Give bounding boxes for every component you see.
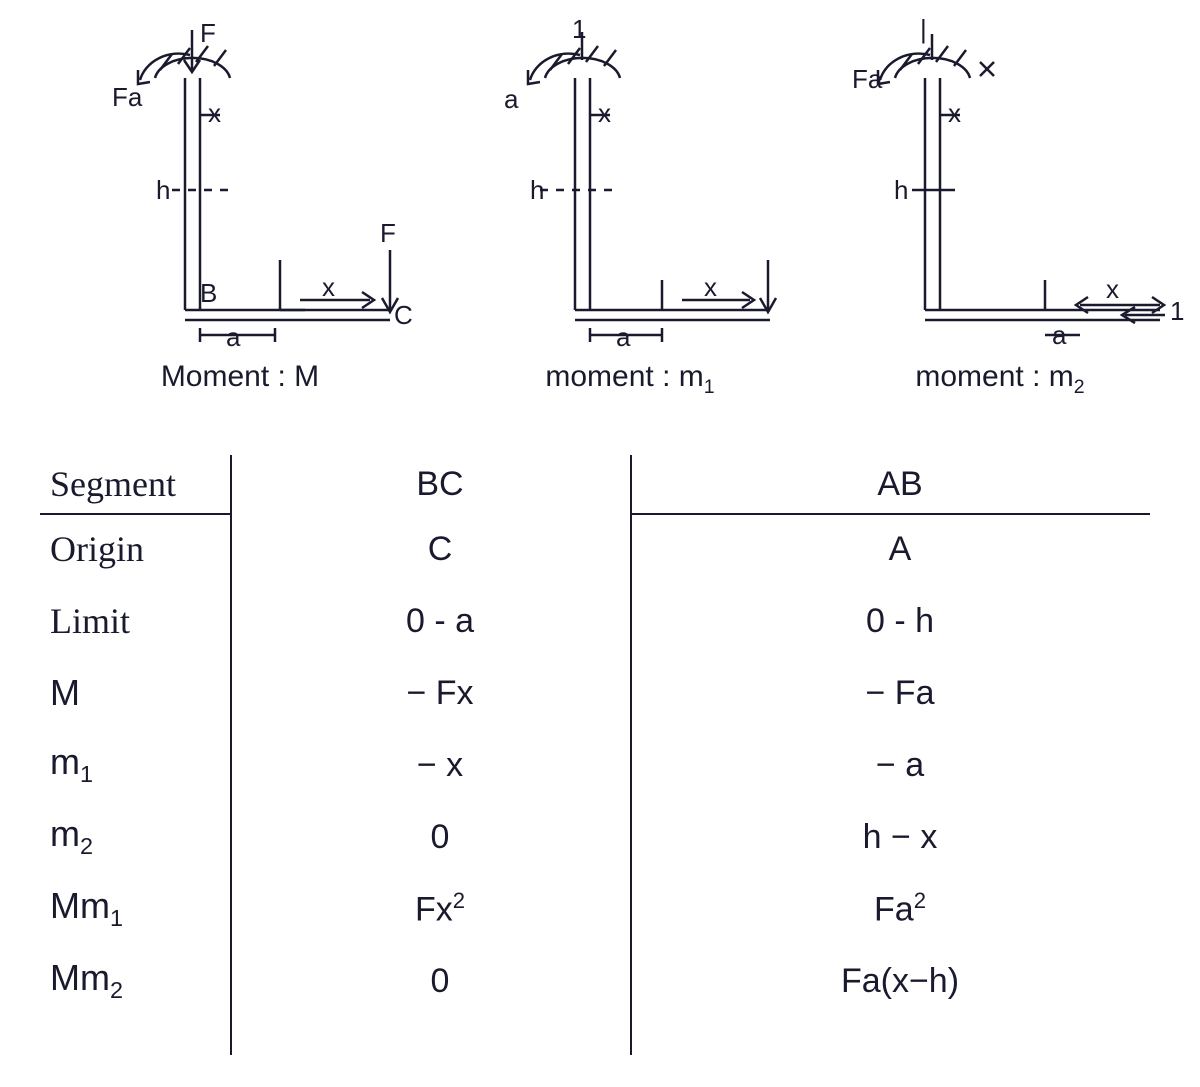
table-row: Mm2 0 Fa(x−h) [40, 945, 1160, 1017]
d3-label-Fa: Fa [852, 64, 882, 95]
d2-label-abottom: a [616, 322, 630, 353]
row-origin-label: Origin [40, 522, 240, 576]
d3-label-xtop: x [948, 98, 961, 129]
d2-caption: moment : m1 [450, 360, 810, 399]
row-limit-label: Limit [40, 594, 240, 648]
table-row: m2 0 h − x [40, 801, 1160, 873]
d2-label-x: x [704, 272, 717, 303]
diagram-2-svg [450, 20, 810, 360]
d1-label-Fa: Fa [112, 82, 142, 113]
d1-label-xtop: x [208, 98, 221, 129]
d1-label-h: h [156, 175, 170, 206]
row-M-label: M [40, 666, 240, 720]
d2-label-one: 1 [572, 14, 586, 45]
row-M-c2: − Fa [640, 668, 1160, 719]
d2-label-a: a [504, 84, 518, 115]
row-limit-c2: 0 - h [640, 596, 1160, 647]
d3-caption: moment : m2 [820, 360, 1180, 399]
d3-label-h: h [894, 175, 908, 206]
d1-label-Fright: F [380, 218, 396, 249]
row-Mm1-c1: Fx2 [240, 882, 640, 935]
row-Mm1-label: Mm1 [40, 879, 240, 938]
d3-label-x: x [1106, 274, 1119, 305]
table-header-row: Segment BC AB [40, 455, 1160, 513]
d3-label-one-top: | [920, 14, 927, 45]
d3-label-a: a [1052, 320, 1066, 351]
row-Mm1-c2: Fa2 [640, 882, 1160, 935]
table-row: Limit 0 - a 0 - h [40, 585, 1160, 657]
d1-label-C: C [394, 300, 413, 331]
table-hline-right [630, 513, 1150, 515]
row-origin-c1: C [240, 524, 640, 575]
table-row: M − Fx − Fa [40, 657, 1160, 729]
row-origin-c2: A [640, 524, 1160, 575]
diagram-1-svg [60, 20, 420, 360]
d1-label-Ftop: F [200, 18, 216, 49]
diagrams-row: F Fa x h B a x C F Moment : M [0, 20, 1200, 420]
row-m2-c1: 0 [240, 812, 640, 863]
row-M-c1: − Fx [240, 668, 640, 719]
row-m1-label: m1 [40, 735, 240, 794]
table-header-label: Segment [40, 457, 240, 511]
row-m2-c2: h − x [640, 812, 1160, 863]
table-hline-left [40, 513, 230, 515]
diagram-2: a x h a x 1 moment : m1 [450, 20, 810, 400]
d1-label-B: B [200, 278, 217, 309]
table-header-col1: BC [240, 459, 640, 510]
table-row: m1 − x − a [40, 729, 1160, 801]
d2-label-xtop: x [598, 98, 611, 129]
table-header-col2: AB [640, 459, 1160, 510]
table-row: Mm1 Fx2 Fa2 [40, 873, 1160, 945]
row-limit-c1: 0 - a [240, 596, 640, 647]
table-vline-2 [630, 455, 632, 1055]
d2-label-h: h [530, 175, 544, 206]
row-m1-c1: − x [240, 740, 640, 791]
d1-label-x: x [322, 272, 335, 303]
row-m1-c2: − a [640, 740, 1160, 791]
row-m2-label: m2 [40, 807, 240, 866]
table-row: Origin C A [40, 513, 1160, 585]
diagram-3: Fa x h a x 1 | moment : m2 [820, 20, 1180, 400]
diagram-1: F Fa x h B a x C F Moment : M [60, 20, 420, 400]
d1-caption: Moment : M [60, 360, 420, 394]
d3-label-one: 1 [1170, 296, 1184, 327]
row-Mm2-c2: Fa(x−h) [640, 956, 1160, 1007]
page: F Fa x h B a x C F Moment : M [0, 0, 1200, 1087]
d1-label-a: a [226, 322, 240, 353]
table-vline-1 [230, 455, 232, 1055]
row-Mm2-c1: 0 [240, 956, 640, 1007]
row-Mm2-label: Mm2 [40, 951, 240, 1010]
moment-table: Segment BC AB Origin C A Limit 0 - a 0 -… [40, 455, 1160, 1065]
